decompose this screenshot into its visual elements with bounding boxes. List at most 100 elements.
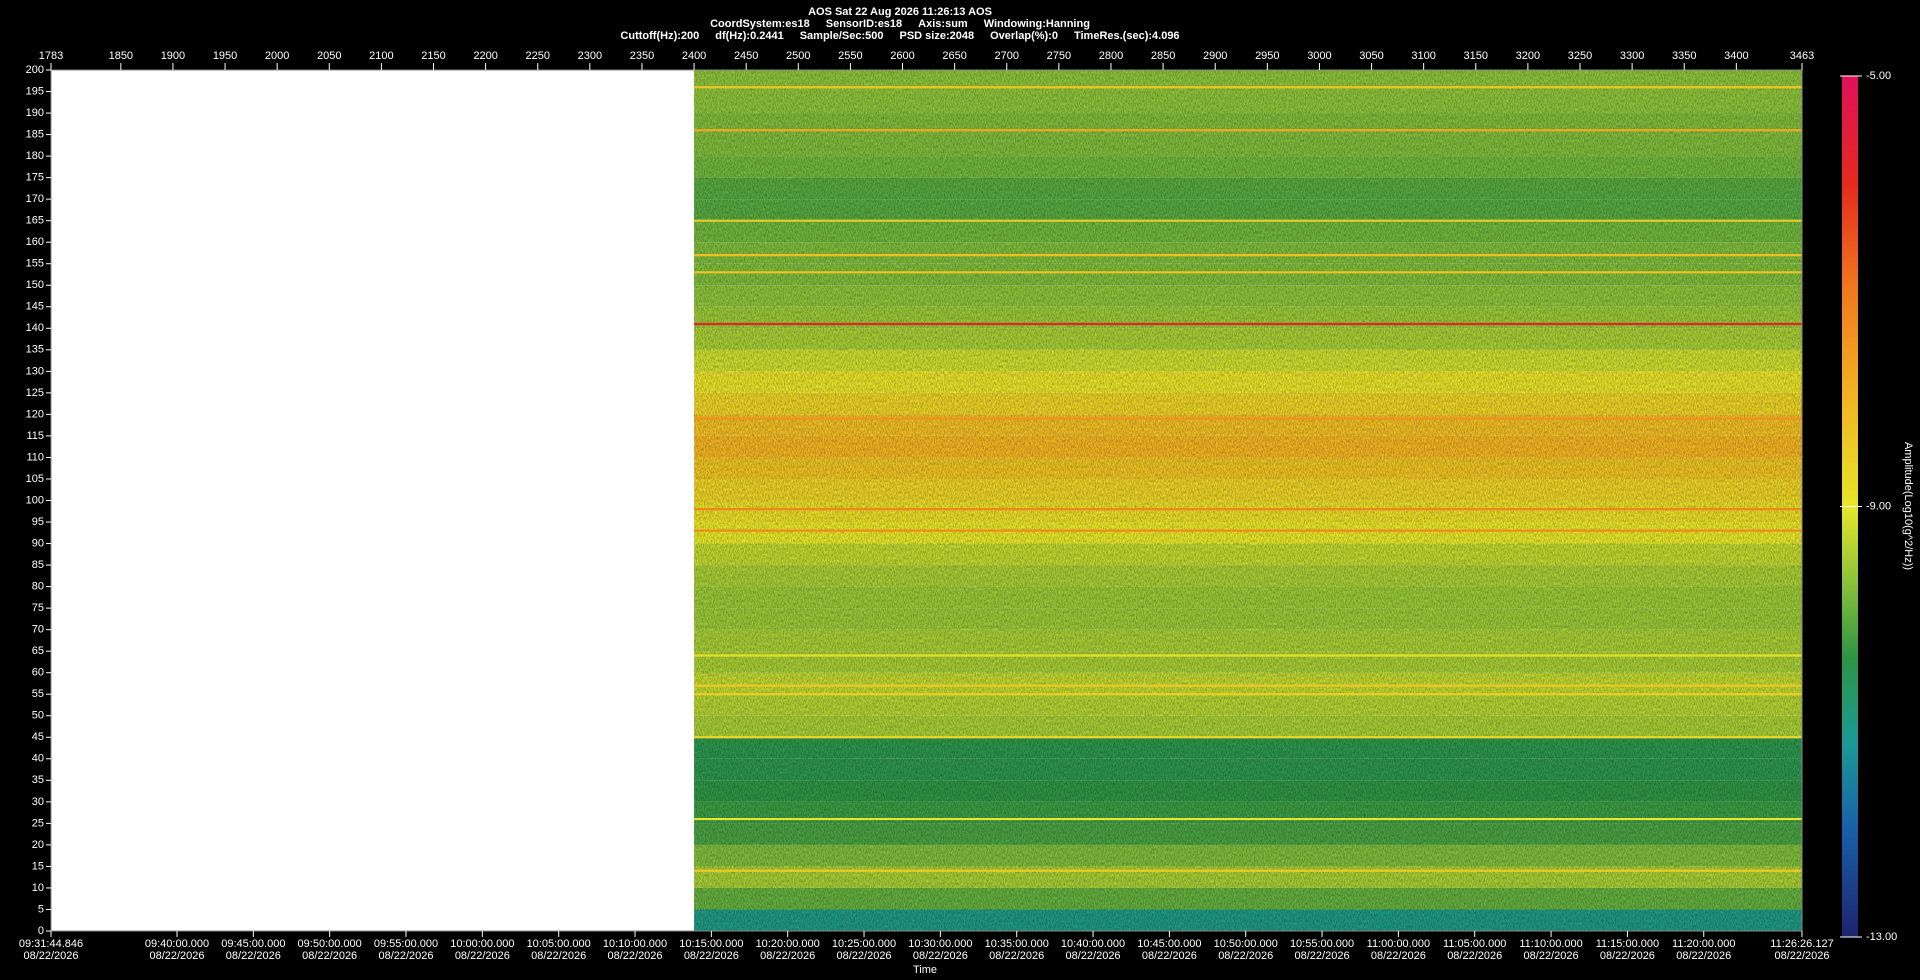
time-tick-label: 11:20:00.000 [1672,938,1735,950]
x-tick-label: 3100 [1411,50,1435,62]
y-tick-label: 150 [26,279,44,291]
x-tick-label: 2850 [1151,50,1175,62]
time-tick-date: 08/22/2026 [684,950,739,962]
time-tick-date: 08/22/2026 [531,950,586,962]
time-tick-date: 08/22/2026 [1676,950,1731,962]
x-tick-label: 2800 [1099,50,1123,62]
time-tick-label: 10:20:00.000 [756,938,820,950]
time-tick-label: 11:26:26.127 [1770,938,1833,950]
x-tick-label: 2550 [838,50,862,62]
x-tick-label: 3400 [1724,50,1748,62]
header-item: Cuttoff(Hz):200 [620,30,699,42]
y-tick-label: 135 [26,344,44,356]
colorbar-tick-label: -9.00 [1866,500,1891,512]
time-tick-date: 08/22/2026 [1371,950,1426,962]
y-tick-label: 155 [26,258,44,270]
x-tick-label: 2050 [317,50,341,62]
time-tick-label: 09:50:00.000 [298,938,362,950]
y-tick-label: 125 [26,387,44,399]
time-tick-label: 09:31:44.846 [19,938,83,950]
y-tick-label: 20 [32,839,44,851]
y-tick-label: 185 [26,128,44,140]
header-line: CoordSystem:es18 SensorID:es18 Axis:sum Win… [710,18,1090,30]
y-tick-label: 70 [32,624,44,636]
x-tick-label: 2650 [942,50,966,62]
time-tick-date: 08/22/2026 [1447,950,1502,962]
y-tick-label: 190 [26,107,44,119]
y-tick-label: 165 [26,215,44,227]
y-tick-label: 5 [38,903,44,915]
y-tick-label: 30 [32,796,44,808]
header-item: Sample/Sec:500 [800,30,884,42]
x-tick-label: 2950 [1255,50,1279,62]
y-tick-label: 115 [26,430,44,442]
y-tick-label: 145 [26,301,44,313]
y-tick-label: 170 [26,193,44,205]
y-tick-label: 65 [32,645,44,657]
y-tick-label: 130 [26,365,44,377]
x-tick-label: 3050 [1359,50,1383,62]
y-tick-label: 25 [32,817,44,829]
time-tick-date: 08/22/2026 [1295,950,1350,962]
header-item: PSD size:2048 [900,30,975,42]
x-tick-label: 3350 [1672,50,1696,62]
time-tick-label: 10:35:00.000 [985,938,1049,950]
y-tick-label: 55 [32,688,44,700]
y-tick-label: 110 [26,451,44,463]
y-tick-label: 175 [26,172,44,184]
time-tick-label: 09:45:00.000 [221,938,285,950]
plot-area [50,69,1803,932]
x-tick-label: 3463 [1790,50,1814,62]
time-tick-label: 11:15:00.000 [1596,938,1659,950]
time-tick-date: 08/22/2026 [1066,950,1121,962]
x-tick-label: 2500 [786,50,810,62]
y-tick-label: 50 [32,710,44,722]
time-tick-label: 10:15:00.000 [679,938,743,950]
x-tick-label: 2100 [369,50,393,62]
x-tick-label: 2200 [473,50,497,62]
y-tick-label: 10 [32,882,44,894]
time-tick-date: 08/22/2026 [1524,950,1579,962]
time-tick-date: 08/22/2026 [149,950,204,962]
time-tick-date: 08/22/2026 [837,950,892,962]
header-item: Overlap(%):0 [990,30,1058,42]
header-item: TimeRes.(sec):4.096 [1074,30,1180,42]
y-tick-label: 80 [32,581,44,593]
colorbar-label: Amplitude(Log10(g^2/Hz)) [1902,442,1914,570]
colorbar-tick-label: -5.00 [1866,70,1891,82]
time-tick-date: 08/22/2026 [607,950,662,962]
x-tick-label: 3300 [1620,50,1644,62]
y-tick-label: 85 [32,559,44,571]
y-tick-label: 195 [26,85,44,97]
time-tick-date: 08/22/2026 [378,950,433,962]
time-tick-date: 08/22/2026 [989,950,1044,962]
time-tick-label: 09:40:00.000 [145,938,209,950]
y-tick-label: 180 [26,150,44,162]
header-item: SensorID:es18 [826,18,902,30]
time-tick-label: 10:25:00.000 [832,938,896,950]
x-tick-label: 2750 [1047,50,1071,62]
time-tick-date: 08/22/2026 [455,950,510,962]
time-tick-label: 10:40:00.000 [1061,938,1125,950]
x-tick-label: 2350 [630,50,654,62]
x-tick-label: 3250 [1568,50,1592,62]
time-tick-date: 08/22/2026 [23,950,78,962]
time-tick-date: 08/22/2026 [302,950,357,962]
x-tick-label: 2400 [682,50,706,62]
y-tick-label: 200 [26,64,44,76]
x-tick-label: 3150 [1464,50,1488,62]
x-tick-label: 2300 [578,50,602,62]
time-tick-date: 08/22/2026 [1218,950,1273,962]
x-tick-label: 1900 [161,50,185,62]
time-tick-label: 10:45:00.000 [1137,938,1201,950]
time-tick-label: 10:05:00.000 [527,938,591,950]
y-tick-label: 35 [32,774,44,786]
header-line: Cuttoff(Hz):200 df(Hz):0.2441 Sample/Sec:5… [620,30,1179,42]
x-tick-label: 3000 [1307,50,1331,62]
time-tick-label: 11:05:00.000 [1443,938,1506,950]
time-tick-label: 10:55:00.000 [1290,938,1354,950]
header-item: Axis:sum [918,18,968,30]
x-tick-label: 2000 [265,50,289,62]
x-tick-label: 1950 [213,50,237,62]
time-tick-date: 08/22/2026 [760,950,815,962]
